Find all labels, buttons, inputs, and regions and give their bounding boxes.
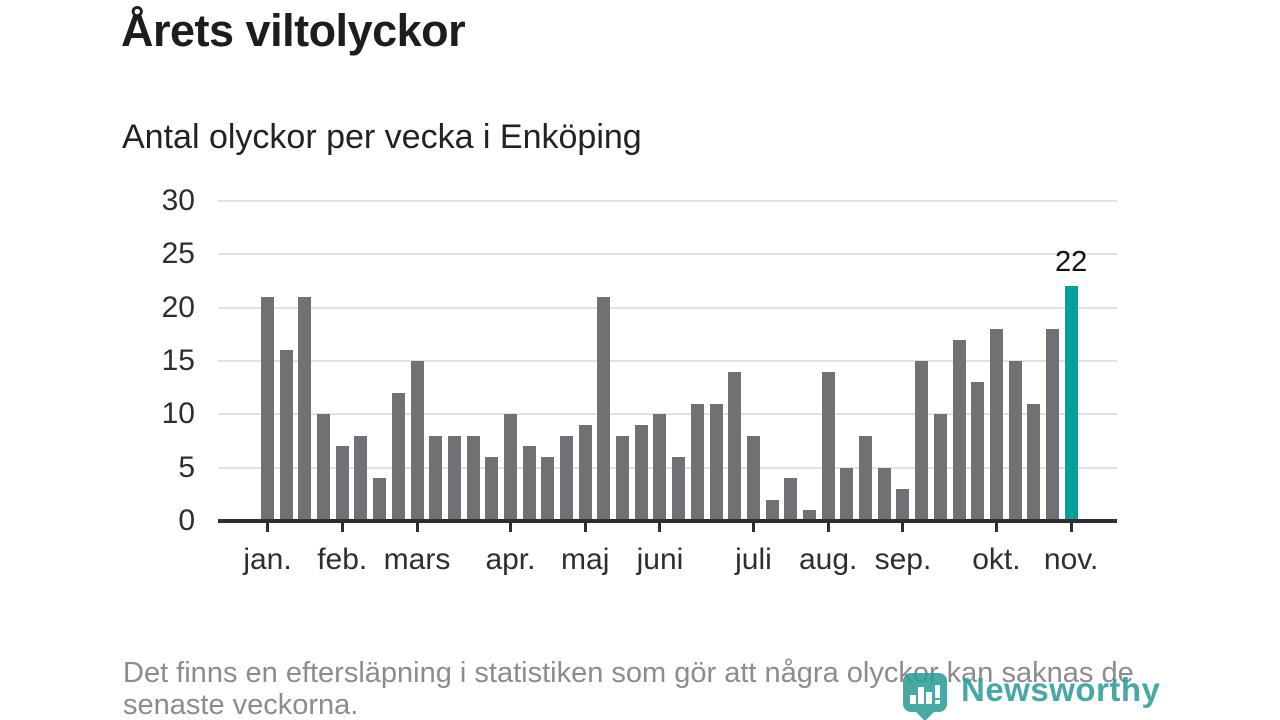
x-axis-label-feb.: feb. <box>317 543 368 576</box>
bar-week <box>746 435 760 521</box>
bar-week <box>335 446 349 521</box>
gridline-y-30 <box>218 200 1117 202</box>
x-axis-label-mars: mars <box>383 543 451 576</box>
bar-week <box>354 435 368 521</box>
bar-week <box>503 414 517 521</box>
newsworthy-wordmark: Newsworthy <box>961 671 1161 708</box>
bar-week <box>279 350 293 521</box>
bar-week <box>877 467 891 521</box>
x-axis-label-juli: juli <box>735 543 772 576</box>
bar-week <box>784 478 798 521</box>
gridline-y-15 <box>218 360 1117 362</box>
bar-week <box>522 446 536 521</box>
y-axis-label-10: 10 <box>161 397 195 431</box>
bar-week <box>597 297 611 521</box>
bar-week <box>672 457 686 521</box>
bar-week <box>485 457 499 521</box>
bar-week <box>915 361 929 521</box>
bar-week <box>765 499 779 521</box>
x-axis-tick-mars <box>415 523 419 532</box>
bar-week <box>616 435 630 521</box>
x-axis-tick-okt. <box>994 523 998 532</box>
x-axis-tick-maj <box>583 523 587 532</box>
newsworthy-pin-barchart-icon <box>903 668 947 720</box>
x-axis-tick-juli <box>751 523 755 532</box>
bar-week <box>560 435 574 521</box>
bar-week <box>429 435 443 521</box>
bar-week <box>653 414 667 521</box>
x-axis-tick-juni <box>658 523 662 532</box>
bar-week <box>447 435 461 521</box>
bar-week <box>709 403 723 521</box>
bar-week <box>896 489 910 521</box>
bar-week <box>821 371 835 521</box>
bar-week <box>541 457 555 521</box>
footer-note: Det finns en eftersläpning i statistiken… <box>123 657 1134 720</box>
x-axis-label-maj: maj <box>561 543 610 576</box>
bar-week <box>728 371 742 521</box>
footer-note-line: Det finns en eftersläpning i statistiken… <box>123 657 1134 689</box>
gridline-y-5 <box>218 466 1117 469</box>
bar-week <box>952 339 966 521</box>
y-axis-label-15: 15 <box>161 344 195 377</box>
gridline-y-25 <box>218 253 1117 256</box>
x-axis-label-jan.: jan. <box>243 543 292 576</box>
bar-week <box>466 435 480 521</box>
bar-week <box>859 435 873 521</box>
y-axis-label-20: 20 <box>161 290 195 324</box>
bar-week <box>1045 329 1059 521</box>
bar-week <box>690 403 704 521</box>
x-axis-label-juni: juni <box>636 543 684 576</box>
bar-week <box>1008 361 1022 521</box>
x-axis-label-okt.: okt. <box>972 543 1021 576</box>
bar-week <box>840 467 854 521</box>
newsworthy-logo: Newsworthy <box>903 668 1160 720</box>
gridline-y-20 <box>218 306 1117 309</box>
page-title: Årets viltolyckor <box>121 5 466 56</box>
x-axis-label-apr.: apr. <box>485 543 536 576</box>
x-axis-tick-feb. <box>340 523 344 532</box>
bar-week <box>373 478 387 521</box>
x-axis-tick-sep. <box>901 523 905 532</box>
x-axis-line <box>218 519 1117 523</box>
bar-week <box>391 393 405 521</box>
bar-week <box>971 382 985 521</box>
footer-note-line: senaste veckorna. <box>123 689 359 720</box>
chart-plot-area <box>218 200 1117 521</box>
y-axis-label-0: 0 <box>178 504 195 537</box>
bar-week <box>933 414 947 521</box>
bar-week <box>989 329 1003 521</box>
x-axis-label-nov.: nov. <box>1043 543 1099 576</box>
chart-subtitle: Antal olyckor per vecka i Enköping <box>122 118 642 156</box>
gridline-y-10 <box>218 413 1117 416</box>
y-axis-label-30: 30 <box>161 184 195 217</box>
bar-week <box>317 414 331 521</box>
bar-week <box>1027 403 1041 521</box>
x-axis-tick-apr. <box>508 523 512 532</box>
bar-week-highlighted <box>1064 286 1078 521</box>
bar-week <box>803 510 816 521</box>
x-axis-tick-nov. <box>1069 523 1073 532</box>
y-axis-label-5: 5 <box>178 450 195 484</box>
x-axis-tick-jan. <box>266 523 269 532</box>
bar-week <box>261 297 274 521</box>
highlight-value-label: 22 <box>1055 246 1088 279</box>
bar-week <box>578 425 592 521</box>
bar-week <box>410 361 424 521</box>
x-axis-label-aug.: aug. <box>798 543 858 576</box>
y-axis-label-25: 25 <box>161 237 195 271</box>
x-axis-label-sep.: sep. <box>874 543 932 576</box>
bar-week <box>298 297 312 521</box>
x-axis-tick-aug. <box>826 523 830 532</box>
bar-week <box>634 425 648 521</box>
